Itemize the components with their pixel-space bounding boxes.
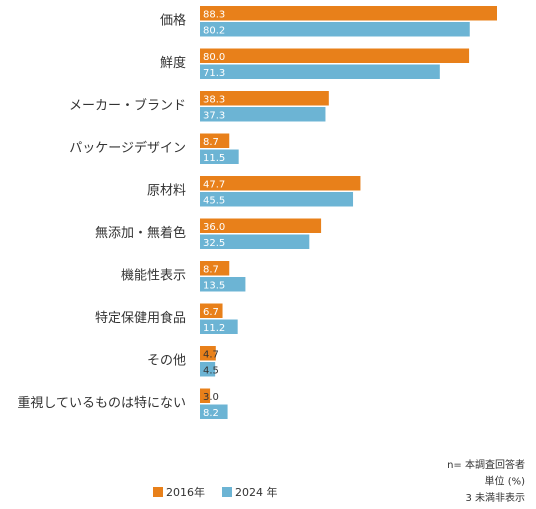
bar bbox=[200, 303, 223, 318]
value-label: 3.0 bbox=[203, 392, 219, 403]
value-label: 8.2 bbox=[203, 408, 219, 419]
category-label: パッケージデザイン bbox=[69, 140, 186, 156]
bar bbox=[200, 192, 354, 207]
bar bbox=[200, 176, 361, 191]
value-label: 45.5 bbox=[203, 195, 225, 206]
category-label: 特定保健用食品 bbox=[95, 310, 186, 326]
note: 単位 (%) bbox=[485, 475, 526, 488]
bar bbox=[200, 362, 216, 377]
bar bbox=[200, 277, 246, 292]
value-label: 47.7 bbox=[203, 179, 225, 190]
bar bbox=[200, 6, 497, 21]
bar bbox=[200, 91, 329, 106]
value-label: 32.5 bbox=[203, 238, 225, 249]
value-label: 11.2 bbox=[203, 323, 225, 334]
category-label: 鮮度 bbox=[160, 55, 186, 71]
value-label: 11.5 bbox=[203, 153, 225, 164]
category-label: 価格 bbox=[160, 13, 186, 29]
bar bbox=[200, 64, 440, 79]
note: 3 未満非表示 bbox=[465, 491, 525, 504]
legend-swatch bbox=[222, 487, 232, 497]
category-label: 原材料 bbox=[147, 184, 186, 199]
value-label: 38.3 bbox=[203, 94, 225, 105]
value-label: 80.0 bbox=[203, 52, 225, 63]
bar bbox=[200, 319, 238, 334]
bar bbox=[200, 261, 230, 276]
bar bbox=[200, 234, 310, 249]
category-label: メーカー・ブランド bbox=[69, 98, 186, 114]
value-label: 13.5 bbox=[203, 280, 225, 291]
value-label: 37.3 bbox=[203, 110, 225, 121]
value-label: 8.7 bbox=[203, 264, 219, 275]
bar bbox=[200, 404, 228, 419]
note: n= 本調査回答者 bbox=[447, 458, 525, 471]
legend-label: 2016年 bbox=[166, 485, 205, 499]
category-label: 機能性表示 bbox=[121, 269, 186, 284]
legend-label: 2024 年 bbox=[235, 485, 278, 499]
bar bbox=[200, 48, 470, 63]
value-label: 4.7 bbox=[203, 349, 219, 360]
value-label: 6.7 bbox=[203, 307, 219, 318]
category-label: その他 bbox=[147, 354, 186, 369]
bar bbox=[200, 346, 216, 361]
value-label: 8.7 bbox=[203, 137, 219, 148]
category-label: 無添加・無着色 bbox=[95, 225, 186, 241]
value-label: 4.5 bbox=[203, 365, 219, 376]
legend-swatch bbox=[153, 487, 163, 497]
category-label: 重視しているものは特にない bbox=[17, 395, 186, 411]
value-label: 88.3 bbox=[203, 9, 225, 20]
bar bbox=[200, 107, 326, 122]
bar bbox=[200, 133, 230, 148]
value-label: 36.0 bbox=[203, 222, 225, 233]
bar bbox=[200, 388, 211, 403]
bar bbox=[200, 22, 470, 37]
value-label: 80.2 bbox=[203, 25, 225, 36]
value-label: 71.3 bbox=[203, 68, 225, 79]
bar bbox=[200, 218, 322, 233]
bar bbox=[200, 149, 239, 164]
